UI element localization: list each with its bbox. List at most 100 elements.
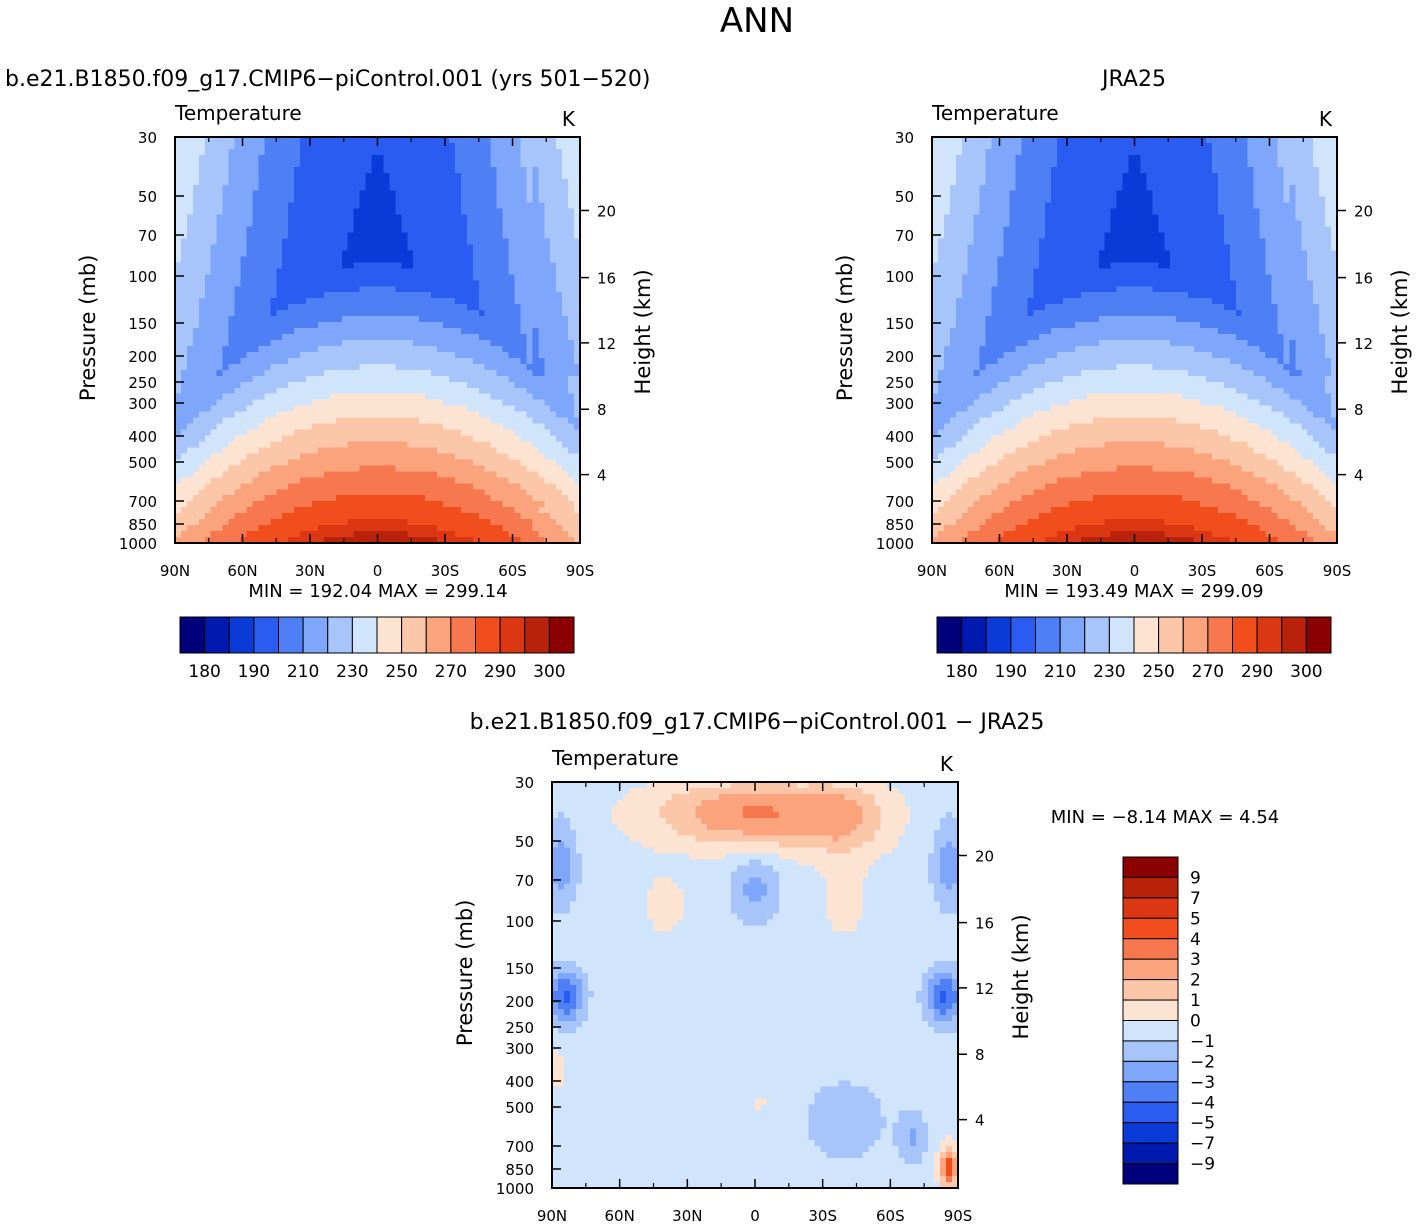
field-cell <box>300 142 307 150</box>
field-cell <box>425 489 432 496</box>
field-cell <box>234 507 242 514</box>
field-cell <box>383 423 391 431</box>
field-cell <box>347 435 355 443</box>
field-cell <box>538 375 545 383</box>
field-cell <box>490 369 498 377</box>
field-cell <box>544 310 551 317</box>
field-cell <box>198 184 206 192</box>
field-cell <box>419 357 426 365</box>
field-cell <box>1110 137 1118 144</box>
field-cell <box>288 399 295 407</box>
field-cell <box>502 351 510 359</box>
field-cell <box>413 351 420 359</box>
field-cell <box>532 256 539 263</box>
field-cell <box>490 142 498 150</box>
field-cell <box>431 160 438 168</box>
field-cell <box>490 483 498 490</box>
field-cell <box>484 411 492 419</box>
field-cell <box>556 262 563 269</box>
field-cell <box>246 423 254 431</box>
field-cell <box>419 226 426 234</box>
field-cell <box>490 453 498 461</box>
field-cell <box>270 513 277 520</box>
field-cell <box>556 351 563 359</box>
field-cell <box>484 369 492 377</box>
field-cell <box>317 411 325 419</box>
field-cell <box>395 453 402 461</box>
field-cell <box>246 399 254 407</box>
field-cell <box>288 232 295 240</box>
field-cell <box>466 238 474 246</box>
field-cell <box>294 537 301 544</box>
field-cell <box>341 501 349 508</box>
field-cell <box>425 363 432 371</box>
field-cell <box>454 340 462 347</box>
field-cell <box>460 286 468 293</box>
field-cell <box>365 322 373 329</box>
field-cell <box>323 178 331 186</box>
field-cell <box>454 489 462 496</box>
field-cell <box>359 232 367 240</box>
field-cell <box>550 357 557 365</box>
field-cell <box>466 298 474 305</box>
field-cell <box>329 256 337 263</box>
field-cell <box>377 459 385 466</box>
field-cell <box>443 286 450 293</box>
field-cell <box>294 310 301 317</box>
field-cell <box>180 447 188 455</box>
field-cell <box>377 447 385 455</box>
field-cell <box>448 423 456 431</box>
field-cell <box>454 501 462 508</box>
field-cell <box>568 405 575 413</box>
field-cell <box>1086 148 1094 156</box>
field-cell <box>353 142 361 150</box>
field-cell <box>335 268 343 275</box>
field-cell <box>377 351 385 359</box>
field-cell <box>246 172 254 180</box>
colorbar-swatch <box>253 616 279 654</box>
field-cell <box>383 495 391 502</box>
field-cell <box>335 232 343 240</box>
field-cell <box>556 166 563 174</box>
field-cell <box>264 172 271 180</box>
field-cell <box>538 537 545 544</box>
field-cell <box>490 519 498 526</box>
field-cell <box>967 137 975 144</box>
field-cell <box>508 363 516 371</box>
field-cell <box>1277 154 1284 162</box>
field-cell <box>520 142 527 150</box>
field-cell <box>186 477 194 484</box>
field-cell <box>335 495 343 502</box>
field-cell <box>270 292 277 299</box>
field-cell <box>407 292 414 299</box>
field-cell <box>496 363 504 371</box>
field-cell <box>335 435 343 443</box>
field-cell <box>353 459 361 466</box>
field-cell <box>431 345 438 353</box>
field-cell <box>490 250 498 258</box>
field-cell <box>431 369 438 377</box>
field-cell <box>288 363 295 371</box>
field-cell <box>574 244 581 252</box>
field-cell <box>222 226 230 234</box>
field-cell <box>240 459 248 466</box>
field-cell <box>556 357 563 365</box>
field-cell <box>514 387 522 395</box>
field-cell <box>258 256 265 263</box>
field-cell <box>1247 148 1255 156</box>
field-cell <box>407 351 414 359</box>
field-cell <box>383 178 391 186</box>
field-cell <box>175 202 182 210</box>
field-cell <box>484 381 492 389</box>
field-cell <box>1146 154 1153 162</box>
field-cell <box>562 405 569 413</box>
field-cell <box>550 316 557 323</box>
field-cell <box>526 232 533 240</box>
field-cell <box>204 268 212 275</box>
field-cell <box>216 310 224 317</box>
field-cell <box>1170 148 1177 156</box>
field-cell <box>288 429 295 437</box>
field-cell <box>413 519 420 526</box>
field-cell <box>240 142 248 150</box>
field-cell <box>502 172 510 180</box>
